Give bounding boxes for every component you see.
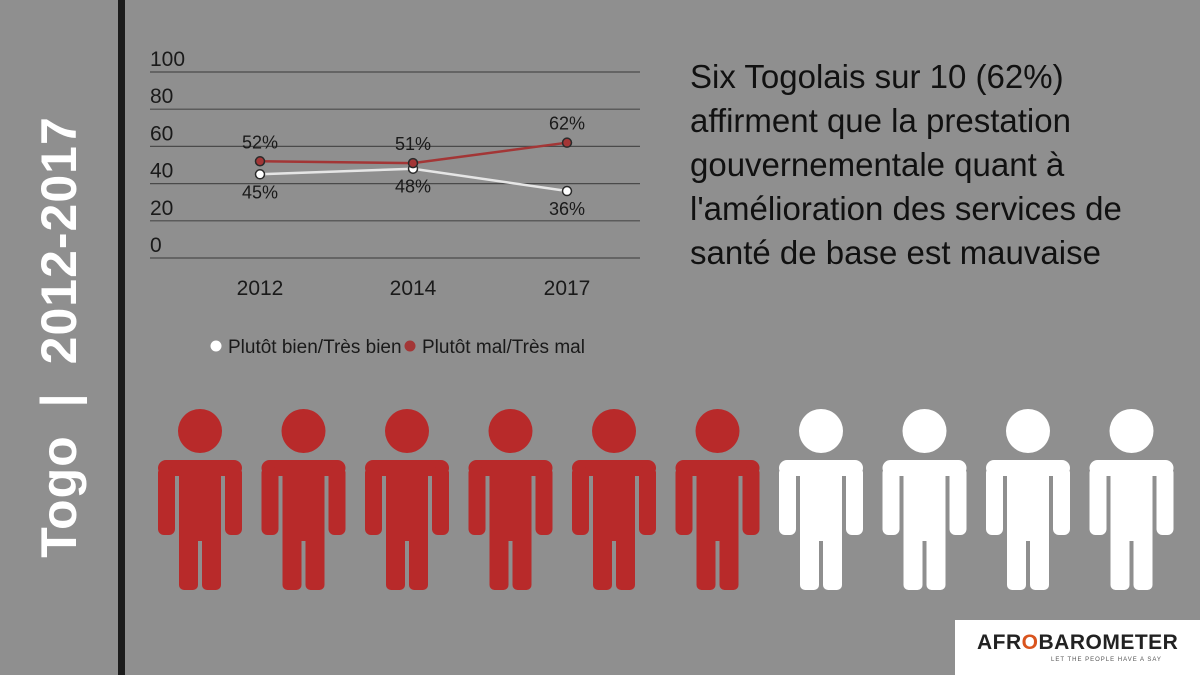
y-axis-ticks: 0 20 40 60 80 100 bbox=[150, 48, 185, 257]
x-tick-label: 2017 bbox=[544, 277, 591, 300]
line-chart: 0 20 40 60 80 100 2012 2014 2017 45% 48% 36% 52% 51… bbox=[150, 48, 640, 358]
data-point bbox=[254, 156, 266, 167]
side-title-separator: | bbox=[31, 392, 87, 408]
y-tick-label: 100 bbox=[150, 48, 185, 71]
afrobarometer-logo: AFROBAROMETER LET THE PEOPLE HAVE A SAY bbox=[955, 620, 1200, 675]
legend-marker bbox=[210, 340, 222, 352]
y-tick-label: 0 bbox=[150, 234, 162, 257]
logo-text-barometer: BAROMETER bbox=[1038, 631, 1179, 654]
legend-label: Plutôt bien/Très bien bbox=[228, 337, 402, 358]
logo-text-o: O bbox=[1021, 631, 1039, 654]
legend-label: Plutôt mal/Très mal bbox=[422, 337, 585, 358]
data-point bbox=[254, 169, 266, 180]
side-panel: Togo | 2012-2017 bbox=[0, 0, 118, 675]
logo-tagline: LET THE PEOPLE HAVE A SAY bbox=[1051, 657, 1162, 663]
headline-text: Six Togolais sur 10 (62%) affirment que … bbox=[690, 58, 1122, 271]
person-icon bbox=[572, 409, 656, 590]
side-title-country: Togo bbox=[31, 435, 87, 558]
data-label: 62% bbox=[549, 114, 585, 134]
data-point bbox=[561, 137, 573, 148]
side-title-years: 2012-2017 bbox=[31, 116, 87, 365]
x-tick-label: 2014 bbox=[390, 277, 437, 300]
logo-text-afr: AFR bbox=[977, 631, 1022, 654]
x-axis-ticks: 2012 2014 2017 bbox=[237, 277, 591, 300]
person-icon bbox=[675, 409, 760, 590]
person-icon bbox=[261, 409, 346, 590]
data-label: 52% bbox=[242, 132, 278, 152]
person-icon bbox=[158, 409, 242, 590]
y-tick-label: 40 bbox=[150, 160, 173, 183]
person-icon bbox=[986, 409, 1070, 590]
data-label: 51% bbox=[395, 134, 431, 154]
people-pictogram bbox=[158, 409, 1174, 590]
logo-wordmark: AFROBAROMETER bbox=[977, 631, 1178, 655]
data-label: 45% bbox=[242, 182, 278, 202]
person-icon bbox=[779, 409, 863, 590]
side-divider bbox=[118, 0, 125, 675]
x-tick-label: 2012 bbox=[237, 277, 284, 300]
person-icon bbox=[882, 409, 967, 590]
person-icon bbox=[1089, 409, 1174, 590]
chart-legend: Plutôt bien/Très bien Plutôt mal/Très mal bbox=[210, 337, 585, 358]
data-point bbox=[407, 157, 419, 169]
data-label: 48% bbox=[395, 177, 431, 197]
data-point bbox=[561, 185, 573, 197]
data-label: 36% bbox=[549, 199, 585, 219]
chart-series: 45% 48% 36% 52% 51% 62% bbox=[242, 114, 585, 219]
y-tick-label: 60 bbox=[150, 122, 173, 145]
chart-grid bbox=[150, 71, 640, 259]
y-tick-label: 80 bbox=[150, 85, 173, 108]
person-icon bbox=[365, 409, 449, 590]
legend-marker bbox=[404, 340, 416, 352]
y-tick-label: 20 bbox=[150, 197, 173, 220]
side-title: Togo | 2012-2017 bbox=[30, 116, 88, 558]
person-icon bbox=[468, 409, 553, 590]
